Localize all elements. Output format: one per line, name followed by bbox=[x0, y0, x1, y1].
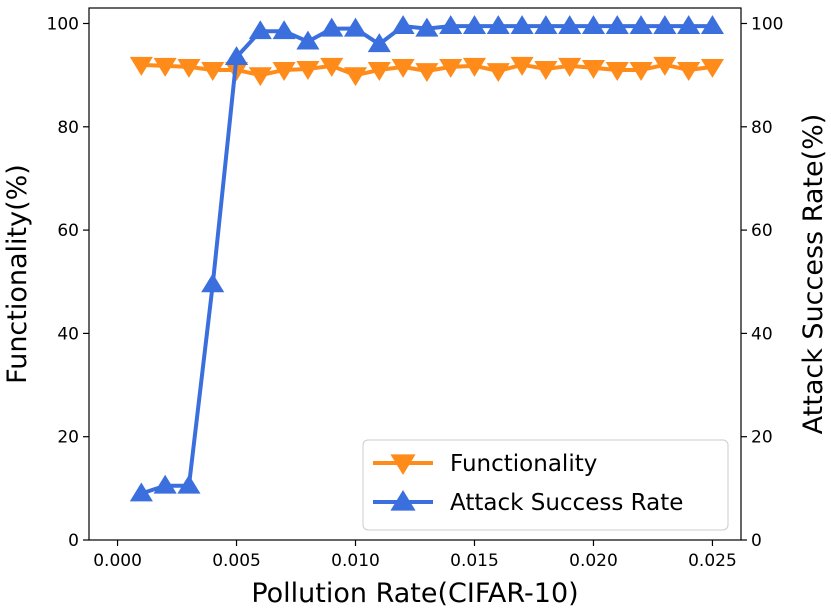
data-point-attack-success-rate bbox=[415, 17, 439, 37]
legend: Functionality Attack Success Rate bbox=[362, 439, 729, 531]
data-point-attack-success-rate bbox=[486, 15, 510, 34]
legend-marker-attack-success-rate bbox=[390, 490, 416, 511]
series-line-attack-success-rate bbox=[140, 24, 713, 496]
data-point-functionality bbox=[439, 58, 463, 78]
data-point-functionality bbox=[272, 62, 296, 81]
data-point-functionality bbox=[462, 57, 487, 77]
legend-label-functionality: Functionality bbox=[450, 451, 597, 477]
data-point-functionality bbox=[343, 67, 368, 87]
data-point-functionality bbox=[296, 61, 320, 80]
data-point-functionality bbox=[653, 56, 677, 76]
plot-frame bbox=[88, 7, 742, 541]
x-tick-label: 0.010 bbox=[331, 551, 380, 571]
legend-label-attack-success-rate: Attack Success Rate bbox=[450, 490, 683, 516]
data-point-functionality bbox=[153, 57, 177, 77]
left-y-tick-label: 40 bbox=[57, 324, 79, 344]
data-point-attack-success-rate bbox=[272, 20, 296, 40]
right-y-axis-label: Attack Success Rate(%) bbox=[798, 114, 829, 435]
x-tick-label: 0.015 bbox=[450, 551, 499, 571]
data-point-functionality bbox=[510, 56, 534, 76]
legend-box bbox=[362, 439, 729, 531]
data-point-attack-success-rate bbox=[439, 15, 463, 34]
left-y-tick-label: 60 bbox=[57, 221, 79, 241]
data-point-functionality bbox=[415, 63, 439, 83]
data-point-attack-success-rate bbox=[343, 17, 368, 37]
data-point-attack-success-rate bbox=[605, 15, 629, 34]
data-point-functionality bbox=[320, 57, 344, 77]
data-point-attack-success-rate bbox=[224, 46, 249, 65]
data-point-attack-success-rate bbox=[129, 482, 153, 502]
data-point-functionality bbox=[558, 57, 582, 77]
x-tick-label: 0.000 bbox=[93, 551, 142, 571]
left-y-tick-label: 20 bbox=[57, 428, 79, 448]
right-y-tick-label: 0 bbox=[751, 531, 762, 551]
x-tick-label: 0.020 bbox=[569, 551, 618, 571]
left-y-axis-label: Functionality(%) bbox=[2, 164, 33, 384]
data-point-functionality bbox=[700, 58, 724, 78]
data-point-attack-success-rate bbox=[248, 20, 272, 40]
legend-marker-functionality bbox=[390, 454, 416, 475]
right-y-tick-label: 20 bbox=[751, 428, 773, 448]
right-y-axis: 0 20 40 60 80 100 bbox=[741, 14, 783, 551]
left-y-tick-label: 0 bbox=[68, 531, 79, 551]
left-y-tick-label: 100 bbox=[47, 14, 79, 34]
right-y-tick-label: 100 bbox=[751, 14, 783, 34]
data-point-attack-success-rate bbox=[629, 15, 653, 34]
data-point-attack-success-rate bbox=[534, 15, 558, 34]
data-point-attack-success-rate bbox=[296, 30, 320, 50]
data-point-attack-success-rate bbox=[700, 15, 724, 34]
data-point-attack-success-rate bbox=[201, 273, 225, 293]
data-point-functionality bbox=[677, 62, 701, 81]
data-point-functionality bbox=[605, 62, 629, 81]
x-tick-label: 0.025 bbox=[688, 551, 737, 571]
data-point-attack-success-rate bbox=[462, 15, 487, 34]
x-axis-label: Pollution Rate(CIFAR-10) bbox=[251, 578, 578, 609]
data-point-functionality bbox=[391, 58, 415, 78]
data-point-functionality bbox=[534, 61, 558, 80]
data-point-functionality bbox=[629, 62, 653, 81]
data-point-attack-success-rate bbox=[177, 474, 201, 494]
left-y-tick-label: 80 bbox=[57, 118, 79, 138]
data-point-functionality bbox=[581, 59, 606, 79]
series-layer bbox=[129, 15, 724, 502]
data-point-attack-success-rate bbox=[153, 474, 177, 494]
x-tick-label: 0.005 bbox=[212, 551, 261, 571]
data-point-functionality bbox=[177, 58, 201, 78]
left-y-axis: 0 20 40 60 80 100 bbox=[47, 14, 89, 551]
data-point-functionality bbox=[367, 62, 391, 81]
data-point-attack-success-rate bbox=[581, 15, 606, 34]
plot-area bbox=[88, 7, 742, 541]
data-point-functionality bbox=[248, 67, 272, 87]
data-point-attack-success-rate bbox=[510, 15, 534, 34]
right-y-tick-label: 40 bbox=[751, 324, 773, 344]
data-point-attack-success-rate bbox=[391, 15, 415, 34]
data-point-attack-success-rate bbox=[320, 17, 344, 37]
right-y-tick-label: 80 bbox=[751, 118, 773, 138]
data-point-attack-success-rate bbox=[558, 15, 582, 34]
data-point-attack-success-rate bbox=[677, 15, 701, 34]
data-point-attack-success-rate bbox=[367, 33, 391, 53]
data-point-attack-success-rate bbox=[653, 15, 677, 34]
x-axis: 0.000 0.005 0.010 0.015 0.020 0.025 bbox=[93, 540, 737, 571]
right-y-tick-label: 60 bbox=[751, 221, 773, 241]
data-point-functionality bbox=[129, 56, 153, 76]
data-point-functionality bbox=[486, 63, 510, 83]
data-point-functionality bbox=[201, 62, 225, 81]
